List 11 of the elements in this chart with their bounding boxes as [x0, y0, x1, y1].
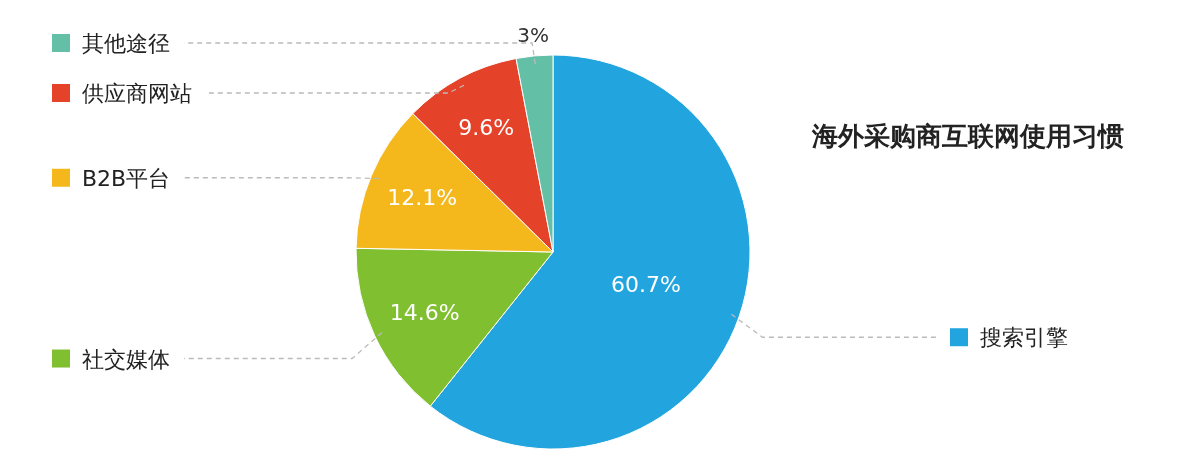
data-label: 60.7% [611, 272, 681, 298]
data-label: 14.6% [389, 300, 460, 326]
legend-label: 社交媒体 [82, 346, 170, 372]
data-label: 12.1% [387, 184, 458, 210]
legend-label: 供应商网站 [82, 80, 192, 106]
legend-label: 其他途径 [82, 30, 170, 56]
data-label: 3% [517, 22, 550, 47]
data-label: 9.6% [458, 114, 515, 140]
text: 海外采购商互联网使用习惯 [811, 121, 1124, 151]
legend-label: 搜索引擎 [980, 325, 1068, 351]
legend-label: B2B平台 [82, 165, 171, 191]
